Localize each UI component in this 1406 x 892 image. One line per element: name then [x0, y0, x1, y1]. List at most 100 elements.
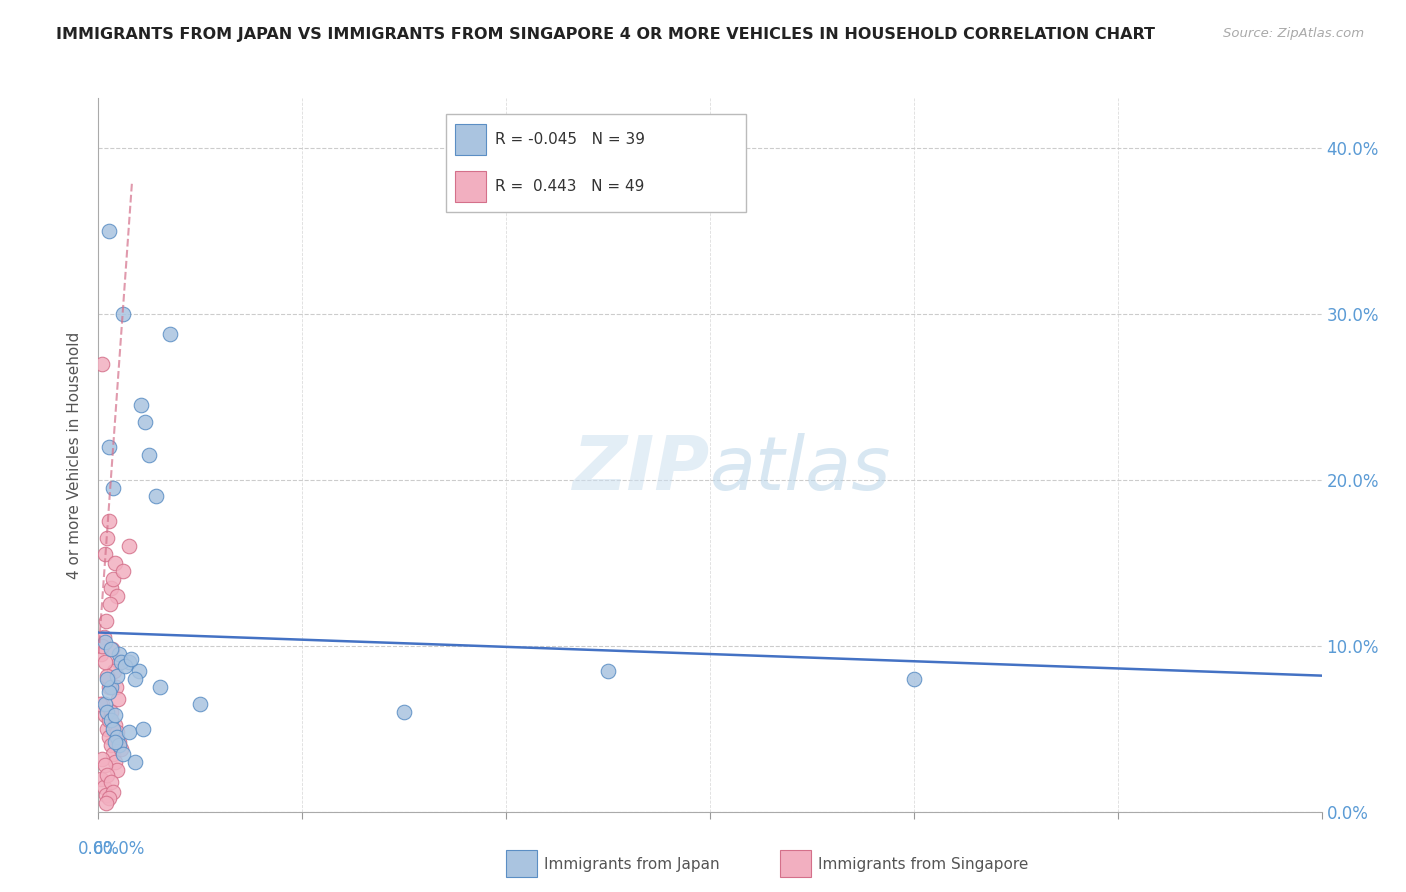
Point	[100, 680, 122, 694]
Point	[120, 652, 142, 666]
Y-axis label: 4 or more Vehicles in Household: 4 or more Vehicles in Household	[67, 331, 83, 579]
Point	[111, 307, 134, 321]
Point	[138, 448, 160, 462]
Point	[100, 642, 122, 657]
Point	[96, 672, 118, 686]
Point	[118, 725, 141, 739]
Point	[110, 741, 132, 756]
Point	[118, 656, 141, 670]
Point	[93, 631, 115, 645]
Point	[101, 747, 124, 761]
Point	[105, 730, 128, 744]
Point	[96, 531, 118, 545]
Point	[97, 685, 120, 699]
Point	[94, 614, 117, 628]
Point	[101, 573, 124, 587]
Point	[91, 697, 114, 711]
Point	[105, 763, 128, 777]
Point	[104, 680, 127, 694]
Point	[392, 705, 416, 719]
Point	[104, 718, 127, 732]
Point	[114, 658, 136, 673]
Text: atlas: atlas	[710, 434, 891, 505]
Point	[103, 664, 125, 678]
Point	[101, 722, 124, 736]
Point	[100, 642, 122, 657]
Point	[96, 768, 118, 782]
Point	[105, 668, 128, 682]
Point	[89, 697, 111, 711]
Point	[93, 708, 115, 723]
Point	[101, 785, 124, 799]
Point	[111, 747, 134, 761]
Point	[104, 735, 127, 749]
Point	[101, 481, 124, 495]
Point	[105, 725, 128, 739]
Point	[91, 639, 114, 653]
Point	[132, 722, 155, 736]
Text: 0.0%: 0.0%	[77, 840, 120, 858]
Point	[97, 440, 120, 454]
Point	[93, 758, 115, 772]
Point	[129, 398, 152, 412]
Bar	[456, 124, 486, 154]
Point	[596, 664, 619, 678]
Point	[96, 705, 118, 719]
Point	[124, 672, 146, 686]
Point	[149, 680, 172, 694]
Text: ZIP: ZIP	[572, 433, 710, 506]
Text: Source: ZipAtlas.com: Source: ZipAtlas.com	[1223, 27, 1364, 40]
Point	[90, 772, 112, 786]
Point	[94, 797, 117, 811]
Point	[97, 224, 120, 238]
Point	[159, 326, 181, 341]
Point	[97, 730, 120, 744]
Point	[100, 581, 122, 595]
Point	[108, 735, 131, 749]
Point	[97, 514, 120, 528]
Point	[93, 656, 115, 670]
Point	[97, 672, 120, 686]
Point	[90, 647, 112, 661]
Point	[128, 664, 150, 678]
Point	[111, 564, 134, 578]
Text: Immigrants from Japan: Immigrants from Japan	[544, 857, 720, 871]
Point	[93, 697, 115, 711]
Point	[110, 656, 132, 670]
Text: 60.0%: 60.0%	[93, 840, 145, 858]
Point	[97, 714, 120, 728]
Point	[97, 791, 120, 805]
Point	[93, 548, 115, 562]
Point	[108, 739, 131, 753]
Text: R =  0.443   N = 49: R = 0.443 N = 49	[495, 179, 645, 194]
Point	[134, 415, 156, 429]
Point	[107, 691, 129, 706]
Point	[108, 656, 131, 670]
Point	[118, 539, 141, 553]
Point	[903, 672, 925, 686]
Text: R = -0.045   N = 39: R = -0.045 N = 39	[495, 132, 645, 146]
Text: Immigrants from Singapore: Immigrants from Singapore	[818, 857, 1029, 871]
Point	[100, 705, 122, 719]
Point	[105, 589, 128, 603]
Point	[104, 556, 127, 570]
Point	[124, 755, 146, 769]
Point	[98, 597, 121, 611]
Text: IMMIGRANTS FROM JAPAN VS IMMIGRANTS FROM SINGAPORE 4 OR MORE VEHICLES IN HOUSEHO: IMMIGRANTS FROM JAPAN VS IMMIGRANTS FROM…	[56, 27, 1156, 42]
Point	[97, 680, 120, 694]
Point	[93, 635, 115, 649]
Point	[145, 490, 167, 504]
Point	[108, 647, 131, 661]
Point	[94, 788, 117, 802]
Point	[91, 751, 114, 765]
Point	[100, 714, 122, 728]
Point	[100, 739, 122, 753]
FancyBboxPatch shape	[446, 113, 747, 212]
Point	[188, 697, 212, 711]
Point	[100, 775, 122, 789]
Point	[93, 780, 115, 794]
Point	[91, 357, 114, 371]
Point	[104, 708, 127, 723]
Point	[96, 722, 118, 736]
Point	[104, 755, 127, 769]
